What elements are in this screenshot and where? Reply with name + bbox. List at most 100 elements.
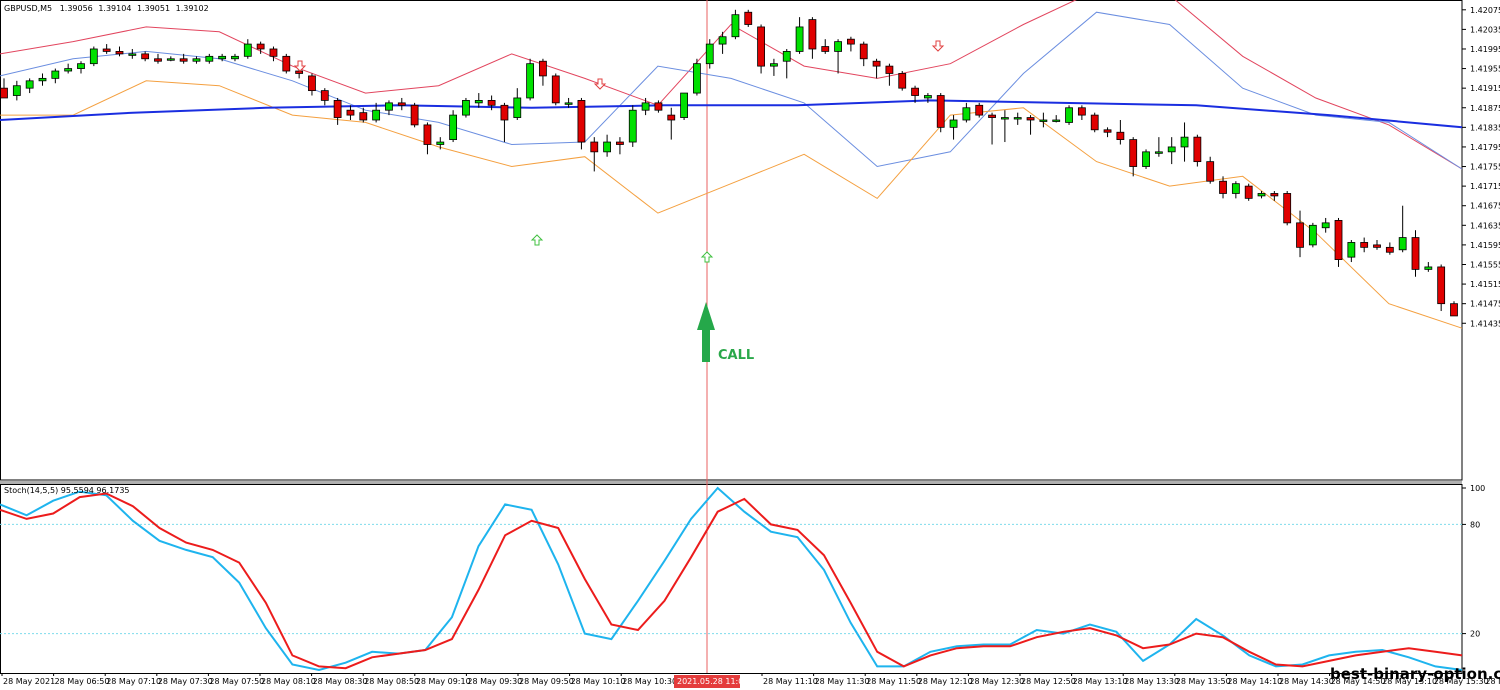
candle-bear	[577, 100, 586, 143]
candle-bear	[500, 104, 509, 121]
candle-bull	[462, 100, 470, 116]
candle-bull	[205, 55, 214, 62]
down-arrow-icon	[593, 78, 607, 90]
time-tick-label: 28 May 12:50	[1021, 677, 1076, 686]
price-axis: 1.42075 1.42035 1.41995 1.41955 1.41915 1.418…	[1462, 6, 1500, 639]
stoch-tick-label: 100	[1470, 484, 1485, 493]
candle-bull	[834, 41, 842, 52]
candle-bear	[0, 87, 8, 99]
stoch-level-lines	[0, 523, 1462, 635]
candle-bull	[372, 109, 381, 121]
candle-bull	[64, 68, 73, 72]
stoch-pane-frame	[0, 484, 1463, 674]
time-tick-label: 28 May 09:10	[416, 677, 471, 686]
stoch-tick-label: 80	[1470, 520, 1480, 529]
candle-bull	[38, 77, 47, 82]
candle-bull	[641, 102, 650, 111]
candle-bear	[616, 141, 624, 145]
price-tick-label: 1.41635	[1470, 221, 1500, 230]
candle-bear	[1270, 193, 1279, 197]
candle-bear	[1193, 136, 1202, 163]
candle-bear	[744, 11, 753, 25]
candle-bull	[1257, 193, 1266, 197]
candle-bear	[1296, 222, 1304, 248]
candle-bull	[1180, 136, 1189, 148]
candle-bull	[1052, 119, 1061, 122]
time-tick-label: 28 May 09:30	[467, 677, 522, 686]
time-tick-label: 28 May 13:10	[1073, 677, 1128, 686]
candle-bull	[731, 14, 740, 38]
price-tick-label: 1.41755	[1470, 163, 1500, 172]
time-tick-label: 28 May 11:50	[866, 677, 921, 686]
candle-bear	[115, 51, 124, 55]
price-tick-label: 1.42075	[1470, 6, 1500, 15]
candle-bear	[1373, 244, 1381, 248]
time-tick-label: 28 May 14:10	[1227, 677, 1282, 686]
ohlc-open: 1.39056	[60, 4, 93, 13]
ohlc-high: 1.39104	[98, 4, 131, 13]
candle-bear	[808, 19, 817, 50]
candle-bull	[962, 107, 971, 121]
candle-bear	[1334, 220, 1343, 260]
candle-bull	[474, 100, 483, 104]
candle-bear	[333, 100, 342, 118]
time-tick-label: 28 May 14:30	[1279, 677, 1334, 686]
candle-bull	[718, 36, 727, 45]
candle-bear	[757, 26, 765, 67]
candle-bear	[1090, 114, 1099, 131]
candle-bear	[1206, 161, 1215, 182]
candle-bear	[1360, 242, 1369, 248]
candle-bear	[885, 65, 894, 74]
candle-bear	[1026, 117, 1035, 121]
time-tick-label: 28 May 11:10	[763, 677, 818, 686]
candle-bull	[795, 26, 804, 52]
bollinger-upper-line	[0, 0, 1463, 170]
candle-bull	[1065, 107, 1073, 123]
candle-bull	[166, 58, 175, 61]
stoch-signal-line	[0, 492, 1463, 670]
time-tick-label: 28 May 09:50	[519, 677, 574, 686]
candle-bear	[859, 43, 868, 60]
candle-bear	[911, 87, 919, 96]
candle-bear	[1450, 303, 1458, 317]
candle-bull	[449, 114, 458, 140]
price-tick-label: 1.41955	[1470, 65, 1500, 74]
candle-bear	[847, 38, 855, 45]
candle-bear	[654, 102, 663, 111]
candle-bear	[423, 124, 432, 145]
candle-bull	[77, 63, 85, 69]
candle-bull	[231, 55, 239, 60]
main-pane-frame	[0, 0, 1463, 481]
candle-bull	[1142, 151, 1150, 167]
candle-bear	[179, 58, 188, 62]
candle-bear	[872, 60, 881, 67]
candle-bear	[282, 55, 291, 72]
candle-bull	[1167, 146, 1176, 153]
candle-bear	[1283, 193, 1292, 224]
candle-bull	[12, 85, 21, 96]
symbol-info: GBPUSD,M5 1.39056 1.39104 1.39051 1.3910…	[4, 4, 209, 13]
candle-bear	[102, 48, 111, 52]
stochastic-lines	[0, 486, 1463, 672]
moving-average	[0, 99, 1463, 129]
pane-separator	[0, 481, 1462, 484]
fractal-arrows	[293, 40, 945, 263]
stoch-tick-label: 20	[1470, 630, 1480, 639]
time-tick-label: 28 May 12:10	[918, 677, 973, 686]
candle-bull	[1154, 151, 1163, 154]
time-tick-label: 28 May 14:50	[1331, 677, 1386, 686]
candle-bull	[923, 95, 932, 99]
candle-bull	[1308, 224, 1317, 246]
down-arrow-icon	[931, 40, 945, 52]
time-tick-label: 28 May 13:30	[1124, 677, 1179, 686]
candle-bear	[359, 112, 368, 121]
moving-average-line	[0, 99, 1463, 129]
time-tick-label: 28 May 11:30	[815, 677, 870, 686]
time-tick-label: 28 May 08:30	[313, 677, 368, 686]
candle-bear	[320, 90, 329, 101]
candle-bear	[975, 104, 984, 116]
candle-bull	[513, 97, 522, 118]
candle-bull	[218, 55, 227, 60]
price-tick-label: 1.41555	[1470, 260, 1500, 269]
